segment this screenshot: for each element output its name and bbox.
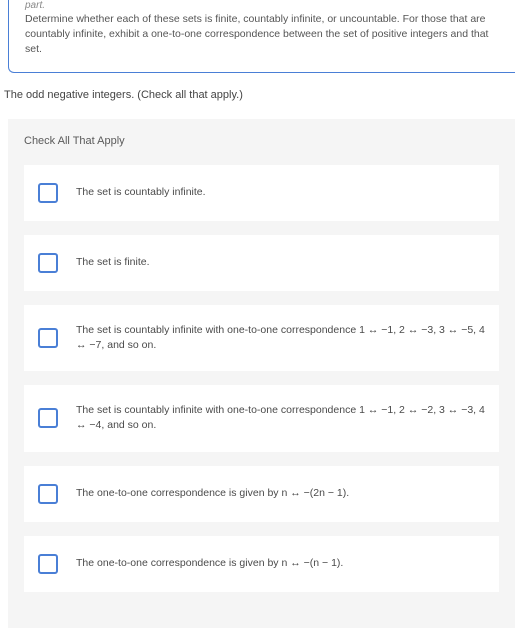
option-row[interactable]: The one-to-one correspondence is given b… (24, 466, 499, 522)
checkbox[interactable] (38, 554, 58, 574)
option-row[interactable]: The set is countably infinite with one-t… (24, 305, 499, 371)
option-text: The set is countably infinite with one-t… (76, 403, 485, 433)
checkbox[interactable] (38, 328, 58, 348)
instruction-card: part. Determine whether each of these se… (8, 0, 515, 73)
option-text: The set is countably infinite. (76, 185, 206, 200)
option-text: The set is countably infinite with one-t… (76, 323, 485, 353)
check-all-heading: Check All That Apply (24, 135, 499, 147)
checkbox[interactable] (38, 253, 58, 273)
prompt-text: Determine whether each of these sets is … (25, 12, 499, 58)
option-row[interactable]: The one-to-one correspondence is given b… (24, 536, 499, 592)
option-row[interactable]: The set is countably infinite with one-t… (24, 385, 499, 451)
checkbox[interactable] (38, 183, 58, 203)
part-label: part. (25, 0, 499, 12)
option-text: The set is finite. (76, 255, 150, 270)
answer-card: Check All That Apply The set is countabl… (8, 119, 515, 628)
option-text: The one-to-one correspondence is given b… (76, 486, 349, 501)
option-text: The one-to-one correspondence is given b… (76, 556, 343, 571)
option-row[interactable]: The set is countably infinite. (24, 165, 499, 221)
checkbox[interactable] (38, 484, 58, 504)
checkbox[interactable] (38, 408, 58, 428)
question-text: The odd negative integers. (Check all th… (4, 89, 515, 119)
option-row[interactable]: The set is finite. (24, 235, 499, 291)
